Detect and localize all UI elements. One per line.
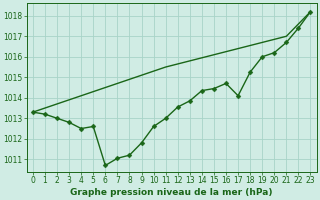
X-axis label: Graphe pression niveau de la mer (hPa): Graphe pression niveau de la mer (hPa)	[70, 188, 273, 197]
